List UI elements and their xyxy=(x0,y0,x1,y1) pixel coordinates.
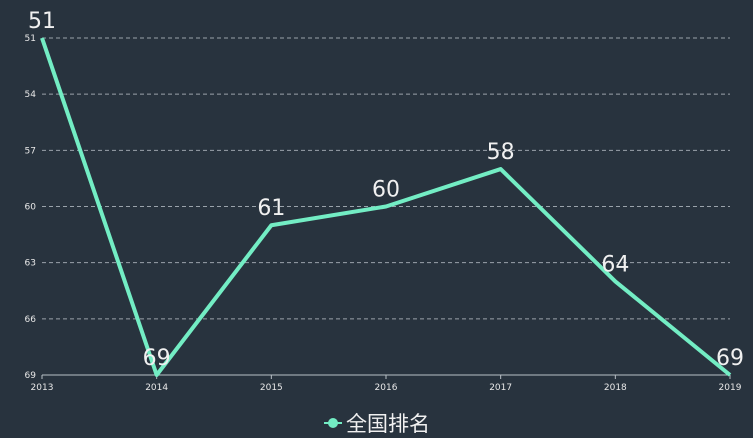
x-tick-label: 2015 xyxy=(260,383,283,393)
x-tick-label: 2018 xyxy=(604,383,627,393)
value-label: 60 xyxy=(372,178,400,203)
value-label: 64 xyxy=(601,252,629,277)
y-tick-label: 66 xyxy=(25,315,37,325)
value-label: 51 xyxy=(28,9,56,34)
legend-label: 全国排名 xyxy=(346,412,430,436)
x-tick-label: 2014 xyxy=(145,383,168,393)
y-tick-label: 51 xyxy=(25,34,36,44)
value-label: 69 xyxy=(143,346,171,371)
line xyxy=(40,37,732,377)
x-tick-label: 2017 xyxy=(489,383,512,393)
y-tick-label: 63 xyxy=(25,259,36,269)
x-tick-label: 2016 xyxy=(375,383,398,393)
x-tick-label: 2019 xyxy=(719,383,742,393)
legend-marker xyxy=(328,418,338,428)
x-tick-label: 2013 xyxy=(31,383,54,393)
value-label: 58 xyxy=(487,140,515,165)
y-tick-label: 54 xyxy=(25,90,37,100)
value-label: 69 xyxy=(716,346,744,371)
y-tick-label: 69 xyxy=(25,371,37,381)
y-tick-label: 57 xyxy=(25,146,36,156)
value-label: 61 xyxy=(257,196,285,221)
y-tick-label: 60 xyxy=(25,203,37,213)
